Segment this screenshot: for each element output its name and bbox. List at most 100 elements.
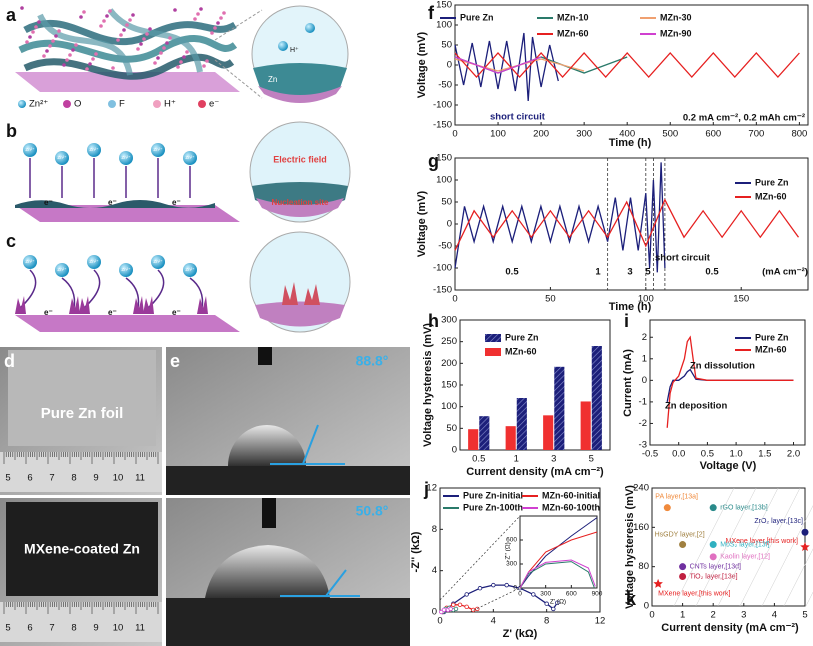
ribbon <box>23 19 237 46</box>
x-axis-label: Voltage (V) <box>700 460 757 472</box>
y-tick-label: -100 <box>433 100 452 111</box>
panel-letter: d <box>4 351 15 371</box>
legend-label: Zn²⁺ <box>29 99 48 110</box>
y-tick-label: 300 <box>441 315 457 326</box>
ion <box>151 143 165 157</box>
y-tick-label: -100 <box>433 263 452 274</box>
ion <box>55 263 69 277</box>
ion-dot <box>45 49 49 53</box>
ruler-label: 8 <box>71 623 76 634</box>
series-line <box>454 56 542 74</box>
photo-label: MXene-coated Zn <box>24 541 140 557</box>
ruler-label: 9 <box>93 623 98 634</box>
y-tick-label: 50 <box>441 197 452 208</box>
guide-line <box>695 487 757 607</box>
ion-label: Zn²⁺ <box>89 259 99 264</box>
y-axis-label: Voltage hysteresis (mV) <box>624 485 636 609</box>
ion-dot <box>94 52 98 56</box>
x-tick-label: 400 <box>619 129 635 140</box>
point-label: ZrO₂ layer,[13c] <box>754 518 803 525</box>
legend-label: MZn-60-100th <box>542 502 600 512</box>
ruler-label: 7 <box>49 473 54 484</box>
point-label: Kaolin layer,[12] <box>720 554 770 561</box>
annotation: Zn deposition <box>665 401 727 412</box>
legend-label: Pure Zn <box>505 332 539 342</box>
series-line <box>454 32 559 102</box>
ion-dot <box>122 28 126 32</box>
zoom-layer <box>253 63 347 99</box>
y-axis-label: -Z'' (Ω) <box>505 542 512 562</box>
y-tick-label: 150 <box>436 153 452 164</box>
data-point <box>464 592 469 597</box>
data-point <box>531 592 536 597</box>
annotation: 0.5 <box>505 267 519 278</box>
legend-label: e⁻ <box>209 99 219 110</box>
legend-label: Pure Zn <box>460 12 494 22</box>
guide-line <box>783 548 813 607</box>
y-tick-label: -1 <box>639 396 647 407</box>
panel-c: c Zn²⁺ e⁻ Zn²⁺ Zn²⁺ e⁻ Zn²⁺ Zn²⁺ e⁻ Zn²⁺ <box>6 231 351 333</box>
panel-a: a H⁺ Zn Zn²⁺ O F H⁺ e⁻ <box>6 5 349 110</box>
ion-label: Zn²⁺ <box>57 267 67 272</box>
dendrite <box>79 296 90 314</box>
bar <box>468 429 479 450</box>
plot-frame <box>649 319 806 446</box>
legend-icon <box>18 100 26 108</box>
needle <box>258 347 272 365</box>
x-tick-label: 4 <box>772 610 777 621</box>
ruler-marks: 5 6 7 8 9 10 11 5 6 7 8 9 10 11 <box>3 452 159 634</box>
ion-dot <box>139 42 143 46</box>
x-axis-label: Current density (mA cm⁻²) <box>466 466 604 478</box>
x-tick-label: 3 <box>551 454 556 465</box>
x-axis-label: Time (h) <box>609 137 652 149</box>
mxene-layer <box>15 200 215 208</box>
y-axis-label: -Z'' (kΩ) <box>410 531 422 572</box>
ion-dot <box>179 60 183 64</box>
ion-dot <box>111 66 115 70</box>
zoom-line <box>214 59 263 99</box>
x-tick-label: 12 <box>595 616 606 627</box>
legend-label: H⁺ <box>164 99 176 110</box>
x-tick-label: 0.5 <box>701 449 714 460</box>
dendrite <box>143 296 154 314</box>
zoom-substrate <box>258 86 342 103</box>
substrate <box>15 315 240 332</box>
x-tick-label: 2.0 <box>787 449 800 460</box>
y-tick-label: 240 <box>633 483 649 494</box>
ion-dot <box>199 7 203 11</box>
legend-label: MZn-60 <box>505 346 537 356</box>
data-point <box>679 563 687 571</box>
x-tick-label: 0 <box>649 610 654 621</box>
ion-dot <box>222 11 226 15</box>
ion-path <box>125 277 140 309</box>
legend-label: Pure Zn <box>755 332 789 342</box>
ion-label: Zn²⁺ <box>57 155 67 160</box>
y-tick-label: 0 <box>432 607 437 618</box>
x-tick-label: -0.5 <box>642 449 658 460</box>
ruler-label: 11 <box>135 473 145 484</box>
x-tick-label: 300 <box>540 591 551 598</box>
schematic-legend: Zn²⁺ O F H⁺ e⁻ <box>18 99 219 110</box>
y-tick-label: 8 <box>432 524 437 535</box>
ruler-label: 5 <box>5 473 10 484</box>
data-point <box>504 582 509 588</box>
data-point <box>441 607 447 613</box>
ion-dot <box>173 8 177 12</box>
panel-letter: h <box>428 311 439 331</box>
data-point <box>544 601 549 606</box>
y-axis-label: Current (mA) <box>622 349 634 417</box>
y-axis-label: Voltage hysteresis (mV) <box>422 323 434 447</box>
panel-b: b Zn²⁺ e⁻ Zn²⁺ Zn²⁺ e⁻ Zn²⁺ Zn²⁺ e⁻ Zn²⁺ Electri… <box>6 121 351 223</box>
legend-label: MZn-60 <box>755 344 787 354</box>
x-tick-label: 600 <box>705 129 721 140</box>
ion-path <box>147 269 165 309</box>
ion-dot <box>37 20 41 24</box>
ion-dot <box>88 62 92 66</box>
y-tick-label: 600 <box>506 537 517 544</box>
legend-label: MZn-90 <box>660 28 692 38</box>
y-tick-label: 50 <box>441 40 452 51</box>
ion-dot <box>119 33 123 37</box>
data-point <box>457 602 463 607</box>
legend-icon <box>153 100 161 108</box>
site-label: Nucleation site <box>272 198 329 207</box>
